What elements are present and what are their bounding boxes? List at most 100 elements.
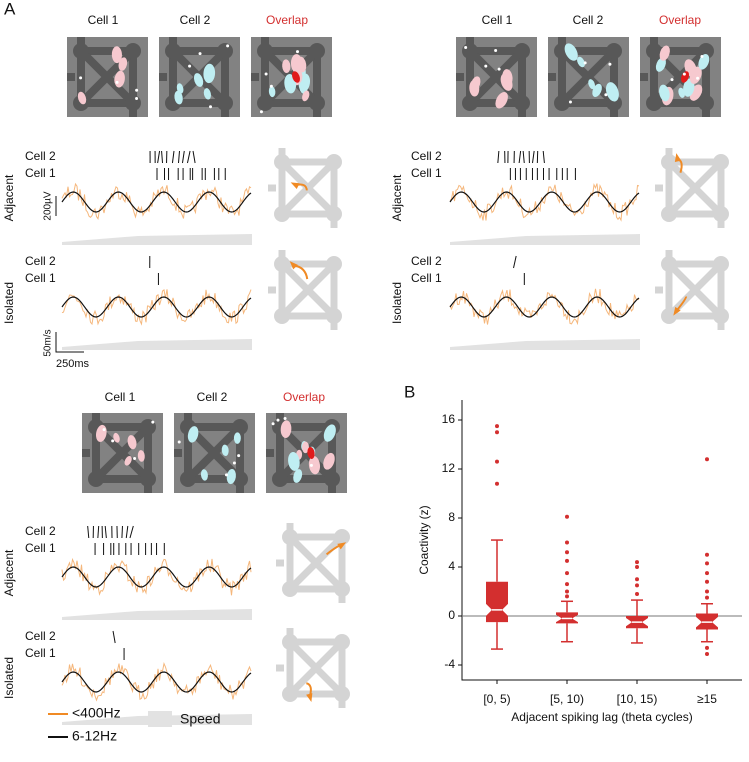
spot: [604, 93, 608, 97]
firing-field: [500, 73, 513, 91]
rate-map: [67, 37, 148, 117]
trajectory-arrow: [674, 153, 682, 162]
box: [486, 581, 508, 623]
maze-corner: [646, 95, 662, 111]
firing-field: [302, 441, 309, 454]
rate-map: [266, 413, 347, 493]
spot: [700, 55, 704, 59]
maze-corner: [334, 686, 350, 702]
maze-corner: [713, 154, 729, 170]
firing-field: [293, 469, 303, 483]
firing-field: [678, 87, 685, 98]
maze-corner: [514, 43, 530, 59]
maze-ring: [278, 158, 338, 218]
outlier: [705, 579, 709, 584]
x-tick-label: ≥15: [697, 692, 717, 706]
theta-lfp: [449, 296, 640, 318]
spot: [494, 49, 498, 53]
outlier: [565, 558, 569, 563]
maze-diagonals: [276, 523, 346, 603]
firing-field: [176, 83, 184, 94]
trajectory-map: [276, 523, 350, 603]
spot: [151, 420, 155, 424]
spot: [135, 97, 139, 101]
maze-corner: [713, 256, 729, 272]
maze-diagonals: [276, 628, 346, 708]
maze-corner: [713, 206, 729, 222]
speed-area: [62, 339, 252, 350]
trajectory-arrow: [673, 306, 681, 316]
map-header: Overlap: [266, 13, 308, 27]
row-label: Isolated: [2, 282, 16, 324]
spike: [522, 150, 525, 164]
maze-diagonals: [67, 37, 137, 117]
spot: [271, 422, 275, 426]
firing-field: [280, 420, 292, 439]
maze-corner: [282, 581, 298, 597]
outlier: [565, 589, 569, 594]
rate-map: [251, 37, 332, 117]
firing-field: [118, 57, 128, 71]
maze-corner: [326, 206, 342, 222]
cell-label: Cell 2: [25, 524, 56, 538]
outlier: [705, 645, 709, 650]
firing-field: [268, 86, 276, 98]
maze-corner: [165, 43, 181, 59]
firing-field: [187, 426, 199, 443]
maze-corner: [698, 95, 714, 111]
raw-lfp: [61, 661, 252, 702]
outlier: [705, 595, 709, 600]
firing-field: [127, 435, 137, 450]
maze-corner: [140, 471, 156, 487]
firing-field: [302, 90, 310, 102]
spot: [177, 440, 181, 444]
x-tick-label: [10, 15): [617, 692, 658, 706]
trajectory-arrow: [337, 542, 347, 550]
outlier: [705, 651, 709, 656]
maze-corner: [125, 43, 141, 59]
outlier: [565, 582, 569, 587]
outlier: [495, 424, 499, 429]
cell-label: Cell 1: [25, 166, 56, 180]
row-label: Isolated: [2, 657, 16, 699]
spot: [111, 439, 115, 443]
maze-corner: [232, 419, 248, 435]
spot: [224, 473, 228, 477]
spot: [696, 76, 700, 80]
scale-bar: [55, 332, 84, 353]
maze-corner: [125, 95, 141, 111]
theta-lfp: [449, 191, 640, 213]
maze-corner: [282, 634, 298, 650]
maze-ring: [276, 423, 336, 483]
trajectory: [675, 296, 688, 312]
maze-ring: [665, 260, 725, 320]
map-header: Cell 1: [105, 390, 136, 404]
map-header: Overlap: [283, 390, 325, 404]
maze-corner: [554, 95, 570, 111]
firing-field: [469, 80, 480, 97]
firing-field: [111, 46, 122, 64]
maze-diagonals: [655, 148, 725, 228]
firing-field: [233, 432, 241, 444]
firing-field: [577, 56, 585, 68]
maze-corner: [334, 581, 350, 597]
spike: [513, 255, 517, 269]
cell-label: Cell 2: [25, 254, 56, 268]
maze-corner: [282, 529, 298, 545]
y-tick-label: 16: [442, 412, 456, 426]
x-tick-label: [0, 5): [483, 692, 510, 706]
spot: [583, 61, 587, 65]
spike: [125, 525, 129, 539]
trajectory-arrow: [306, 693, 313, 703]
maze-corner: [324, 471, 340, 487]
firing-field: [77, 91, 87, 105]
rate-map: [548, 37, 629, 117]
maze-corner: [326, 256, 342, 272]
maze-corner: [274, 206, 290, 222]
spot: [79, 76, 83, 80]
firing-field: [226, 469, 236, 485]
firing-field: [655, 57, 666, 72]
cell-label: Cell 1: [411, 271, 442, 285]
firing-field: [495, 92, 508, 109]
